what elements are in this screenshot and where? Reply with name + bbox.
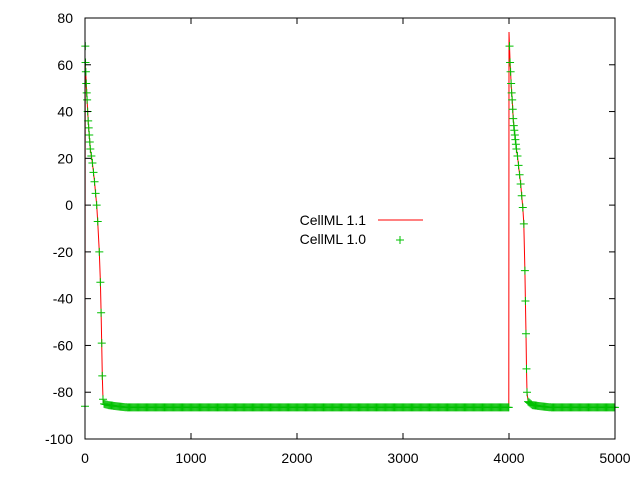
data-point <box>84 123 93 132</box>
data-point <box>520 266 529 275</box>
x-tick-label: 0 <box>81 450 89 466</box>
data-point <box>509 114 518 123</box>
y-tick-label: -60 <box>53 337 73 353</box>
data-point <box>89 168 98 177</box>
data-point <box>522 364 531 373</box>
data-point <box>521 297 530 306</box>
legend: CellML 1.1 CellML 1.0 <box>300 212 423 247</box>
data-point <box>511 135 520 144</box>
data-point <box>83 95 92 104</box>
data-point <box>519 219 528 228</box>
data-point <box>512 144 521 153</box>
data-point <box>98 371 107 380</box>
data-point <box>85 130 94 139</box>
data-point <box>81 67 90 76</box>
y-tick-label: 40 <box>57 104 73 120</box>
data-point <box>507 88 516 97</box>
data-point <box>507 79 516 88</box>
data-point <box>511 140 520 149</box>
data-point <box>521 329 530 338</box>
axes: 0 1000 2000 3000 4000 5000 -100 -80 -60 -40 -20 0 20… <box>45 10 631 466</box>
data-point <box>510 126 519 135</box>
plot-area <box>81 31 619 412</box>
y-tick-label: -40 <box>53 291 73 307</box>
legend-swatch-1 <box>396 236 404 244</box>
data-point <box>527 400 536 409</box>
x-tick-label: 3000 <box>387 450 418 466</box>
y-tick-label: 20 <box>57 150 73 166</box>
data-point <box>88 159 97 168</box>
data-point <box>97 339 106 348</box>
x-tick-label: 1000 <box>175 450 206 466</box>
data-point <box>509 121 518 130</box>
y-tick-label: 0 <box>65 197 73 213</box>
data-point <box>84 116 93 125</box>
data-point <box>510 130 519 139</box>
data-point <box>514 161 523 170</box>
data-point <box>82 79 91 88</box>
data-point <box>504 403 513 412</box>
data-point <box>506 58 515 67</box>
data-point <box>523 388 532 397</box>
y-tick-label: -100 <box>45 431 73 447</box>
data-point <box>85 137 94 146</box>
data-point <box>92 201 101 210</box>
legend-label-1: CellML 1.0 <box>300 231 367 247</box>
data-point <box>505 42 514 51</box>
plot-frame <box>84 17 616 440</box>
data-point <box>513 151 522 160</box>
x-tick-label: 5000 <box>599 450 630 466</box>
data-point <box>515 170 524 179</box>
data-point <box>506 67 515 76</box>
y-tick-label: 60 <box>57 57 73 73</box>
data-point <box>508 105 517 114</box>
y-tick-label: 80 <box>57 10 73 26</box>
data-point <box>526 399 535 408</box>
data-point <box>86 144 95 153</box>
series-points-cellml-1-0 <box>81 42 619 412</box>
y-tick-label: -80 <box>53 384 73 400</box>
data-point <box>93 217 102 226</box>
data-point <box>82 88 91 97</box>
x-tick-label: 4000 <box>493 450 524 466</box>
data-point <box>96 278 105 287</box>
data-point <box>97 308 106 317</box>
x-tick-label: 2000 <box>281 450 312 466</box>
data-point <box>517 191 526 200</box>
data-point <box>516 180 525 189</box>
legend-label-0: CellML 1.1 <box>300 212 367 228</box>
data-point <box>87 151 96 160</box>
data-point <box>518 203 527 212</box>
data-point <box>91 189 100 198</box>
data-point <box>508 95 517 104</box>
y-tick-label: -20 <box>53 244 73 260</box>
data-point <box>95 247 104 256</box>
data-point <box>99 395 108 404</box>
data-point <box>90 177 99 186</box>
